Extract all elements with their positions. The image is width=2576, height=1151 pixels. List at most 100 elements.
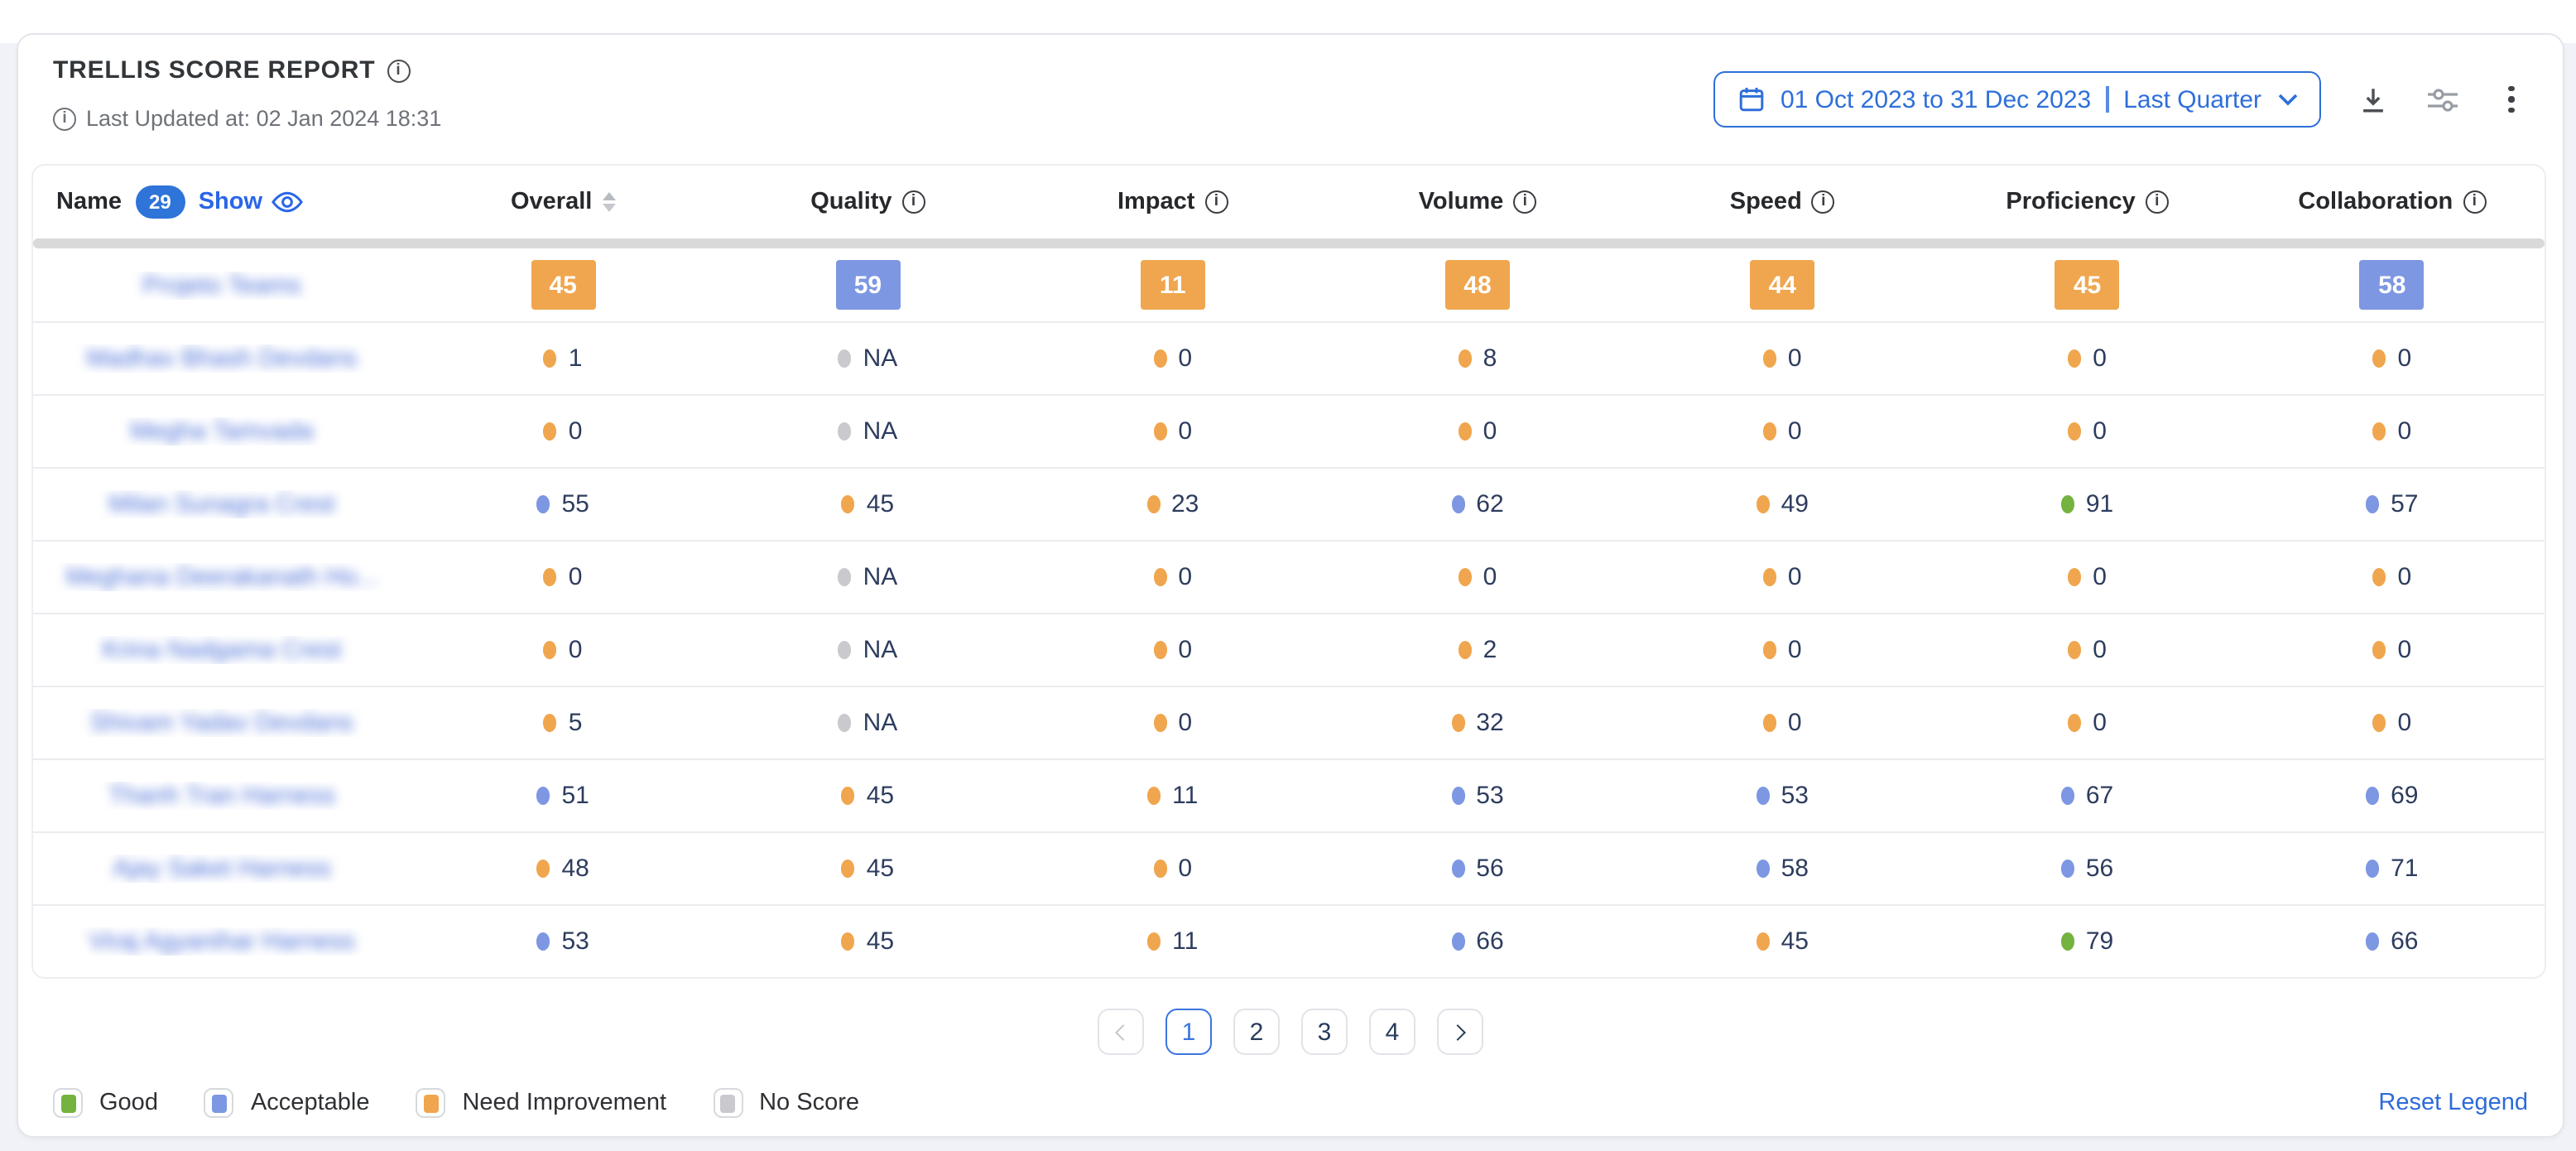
score-dot	[536, 860, 550, 878]
prev-page-button[interactable]	[1098, 1009, 1144, 1055]
score-value: 0	[1787, 417, 1802, 445]
chevron-right-icon	[1449, 1023, 1466, 1040]
name-cell: Thanh Tran Harness	[33, 782, 411, 810]
legend-item-no-score[interactable]: No Score	[713, 1088, 859, 1118]
name-cell: Milan Sunagra Crest	[33, 490, 411, 518]
date-range-picker[interactable]: 01 Oct 2023 to 31 Dec 2023 Last Quarter	[1713, 71, 2321, 128]
download-icon[interactable]	[2354, 81, 2391, 118]
score-value: 0	[2093, 636, 2107, 664]
title-info-icon[interactable]: i	[387, 59, 411, 82]
score-cell: 45	[411, 260, 715, 310]
name-link[interactable]: Milan Sunagra Crest	[108, 490, 335, 518]
sort-icon[interactable]	[602, 191, 616, 213]
column-header-impact: Impact i	[1021, 189, 1325, 215]
score-value: 53	[1476, 782, 1504, 810]
page-button-2[interactable]: 2	[1233, 1009, 1280, 1055]
score-dot	[2068, 568, 2082, 586]
score-value: 0	[2093, 563, 2107, 591]
table-row: Ajay Saket Harness 48 45 0 56 58 56 71	[33, 831, 2545, 904]
legend-label: Acceptable	[250, 1090, 370, 1116]
page-button-3[interactable]: 3	[1301, 1009, 1348, 1055]
column-label: Proficiency	[2006, 189, 2136, 215]
name-link[interactable]: Krina Nadgama Crest	[102, 636, 342, 664]
page-button-1[interactable]: 1	[1165, 1009, 1212, 1055]
horizontal-scrollbar-track[interactable]	[33, 238, 2545, 248]
score-value: 66	[1476, 927, 1504, 956]
legend-item-acceptable[interactable]: Acceptable	[204, 1088, 370, 1118]
score-cell: 58	[2240, 260, 2545, 310]
show-label: Show	[198, 188, 263, 215]
score-value: 32	[1476, 709, 1504, 737]
column-info-icon[interactable]: i	[1204, 190, 1228, 214]
column-header-overall: Overall	[411, 189, 715, 215]
score-cell: 0	[1630, 417, 1934, 445]
score-cell: 0	[1630, 636, 1934, 664]
column-info-icon[interactable]: i	[1513, 190, 1537, 214]
score-value: 0	[1787, 344, 1802, 373]
filter-sliders-icon[interactable]	[2424, 81, 2460, 118]
kebab-menu-icon[interactable]	[2493, 81, 2530, 118]
name-cell: Projeto Teams	[33, 271, 411, 299]
legend-item-need-improvement[interactable]: Need Improvement	[416, 1088, 666, 1118]
score-dot	[1458, 422, 1472, 441]
next-page-button[interactable]	[1437, 1009, 1483, 1055]
score-value: NA	[863, 344, 898, 373]
page-button-4[interactable]: 4	[1369, 1009, 1415, 1055]
score-cell: 32	[1325, 709, 1630, 737]
column-header-quality: Quality i	[715, 189, 1020, 215]
name-link[interactable]: Megha Tamvada	[130, 417, 314, 445]
name-link[interactable]: Projeto Teams	[142, 271, 301, 299]
score-cell: 0	[2240, 563, 2545, 591]
legend-color-swatch	[720, 1094, 736, 1112]
legend-item-good[interactable]: Good	[53, 1088, 158, 1118]
score-cell: 91	[1934, 490, 2239, 518]
name-link[interactable]: Madhav Bhash Devdans	[86, 344, 358, 373]
score-value: 62	[1476, 490, 1504, 518]
name-link[interactable]: Thanh Tran Harness	[108, 782, 335, 810]
score-dot	[841, 932, 855, 951]
last-updated-text: Last Updated at: 02 Jan 2024 18:31	[86, 106, 442, 131]
column-info-icon[interactable]: i	[2463, 190, 2487, 214]
score-cell: 45	[715, 855, 1020, 883]
score-dot	[2366, 787, 2380, 805]
score-value: 58	[1781, 855, 1809, 883]
score-value: 0	[2397, 709, 2412, 737]
score-value: 0	[1178, 417, 1193, 445]
legend-checkbox	[713, 1088, 743, 1118]
score-dot	[536, 787, 550, 805]
score-dot	[1762, 568, 1776, 586]
legend-checkbox	[416, 1088, 446, 1118]
score-value: 45	[866, 782, 895, 810]
column-label: Overall	[510, 189, 593, 215]
last-updated-info-icon[interactable]: i	[53, 107, 76, 130]
score-cell: 59	[715, 260, 1020, 310]
name-link[interactable]: Viraj Agyanihar Harness	[89, 927, 355, 956]
column-info-icon[interactable]: i	[901, 190, 925, 214]
score-dot	[841, 860, 855, 878]
score-dot	[2060, 860, 2074, 878]
column-info-icon[interactable]: i	[2145, 190, 2169, 214]
score-cell: 0	[1934, 563, 2239, 591]
show-names-toggle[interactable]: Show	[198, 188, 303, 215]
score-value: 0	[1787, 636, 1802, 664]
score-cell: 0	[411, 636, 715, 664]
table-row: Megha Tamvada 0 NA 0 0 0 0 0	[33, 394, 2545, 467]
name-link[interactable]: Ajay Saket Harness	[113, 855, 331, 883]
score-dot	[2372, 422, 2386, 441]
score-dot	[1153, 860, 1167, 878]
score-cell: 0	[1021, 563, 1325, 591]
score-value: 45	[866, 855, 895, 883]
name-link[interactable]: Shivam Yadav Devdans	[90, 709, 353, 737]
score-dot	[2372, 349, 2386, 368]
name-link[interactable]: Meghana Deerakanath Ho...	[65, 563, 378, 591]
column-label: Volume	[1418, 189, 1504, 215]
score-cell: 45	[1630, 927, 1934, 956]
column-info-icon[interactable]: i	[1811, 190, 1835, 214]
column-label: Quality	[810, 189, 892, 215]
score-value: 69	[2391, 782, 2419, 810]
score-dot	[1458, 349, 1472, 368]
score-cell: 0	[1021, 417, 1325, 445]
reset-legend-link[interactable]: Reset Legend	[2378, 1090, 2528, 1116]
sort-down-arrow	[602, 204, 616, 213]
score-dot	[1153, 422, 1167, 441]
